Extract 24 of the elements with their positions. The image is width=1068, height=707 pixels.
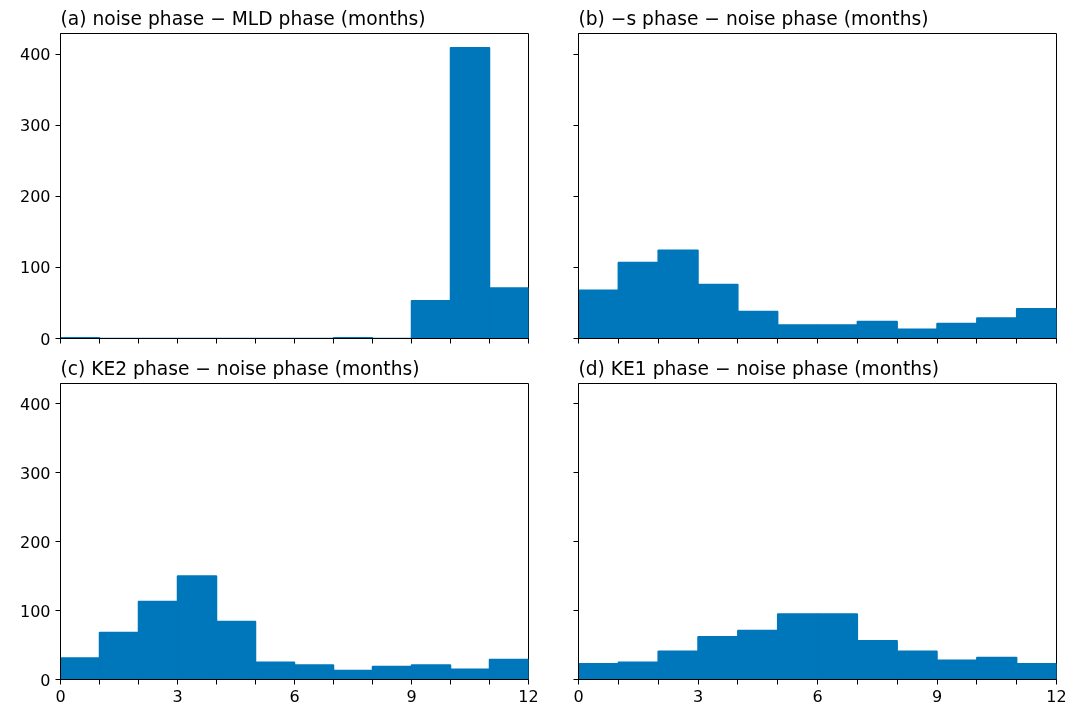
chart-title: (d) KE1 phase − noise phase (months) [578,357,940,379]
y-tick-label: 300 [19,463,51,483]
y-tick-label: 100 [19,258,51,278]
chart-title: (a) noise phase − MLD phase (months) [60,7,426,29]
x-tick-label: 12 [1046,686,1067,706]
y-tick-label: 400 [19,394,51,414]
x-tick-label: 3 [692,686,704,706]
x-tick-label: 3 [172,686,183,706]
x-tick-label: 6 [812,686,823,706]
y-tick-label: 300 [19,116,51,136]
x-tick-label: 6 [289,686,300,706]
y-tick-label: 100 [19,601,51,621]
y-tick-label: 200 [19,532,51,552]
x-tick-label: 0 [573,686,584,706]
x-tick-label: 9 [406,686,417,706]
y-tick-label: 200 [19,187,51,207]
x-tick-label: 0 [55,686,66,706]
y-tick-label: 400 [19,45,51,65]
chart-title: (b) −s phase − noise phase (months) [578,7,929,29]
y-tick-label: 0 [40,670,51,690]
chart-title: (c) KE2 phase − noise phase (months) [60,357,420,379]
y-tick-label: 0 [40,329,51,349]
x-tick-label: 12 [518,686,539,706]
x-tick-label: 9 [931,686,943,706]
